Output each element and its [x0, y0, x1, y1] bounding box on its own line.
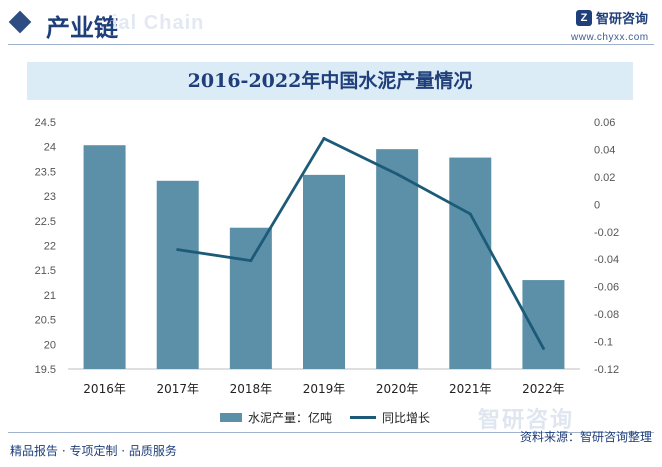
growth-line: [177, 137, 545, 350]
growth-point-2018年: [249, 259, 253, 263]
y-right-tick-label: -0.02: [594, 227, 619, 239]
growth-point-2020年: [395, 172, 399, 176]
chart-title: 2016-2022年中国水泥产量情况: [187, 70, 473, 92]
y-right-tick-label: -0.1: [594, 337, 613, 349]
logo-name: 智研咨询: [596, 12, 649, 27]
growth-point-2022年: [541, 346, 545, 350]
bar-2020年: [376, 149, 419, 369]
y-right-tick-label: -0.12: [594, 364, 619, 376]
footer-source: 资料来源：智研咨询整理: [519, 430, 652, 444]
y-right-tick-label: -0.08: [594, 309, 619, 321]
y-left-tick-label: 24: [44, 142, 56, 154]
y-right-tick-label: -0.06: [594, 282, 619, 294]
bar-2021年: [449, 157, 492, 369]
y-right-tick-label: 0.06: [594, 117, 615, 129]
bar-2016年: [83, 145, 126, 369]
growth-point-2021年: [468, 212, 472, 216]
x-tick-label: 2018年: [230, 382, 273, 396]
y-left-tick-label: 22: [44, 241, 56, 253]
footer-divider: [8, 432, 654, 433]
y-right-tick-label: 0.04: [594, 144, 615, 156]
x-tick-label: 2017年: [156, 382, 199, 396]
y-left-tick-label: 22.5: [35, 216, 56, 228]
legend-swatch-line: [350, 415, 377, 419]
brand-logo: Z 智研咨询 www.chyxx.com: [571, 8, 660, 46]
bar-2019年: [303, 174, 345, 369]
x-tick-label: 2021年: [449, 382, 492, 396]
y-left-tick-label: 23.5: [35, 166, 56, 178]
footer-slogan: 精品报告 · 专项定制 · 品质服务: [10, 444, 177, 458]
header-divider: [8, 44, 654, 45]
logo-mark-icon: Z: [576, 10, 592, 26]
header-watermark: ial Chain: [112, 12, 205, 34]
x-tick-label: 2022年: [522, 382, 565, 396]
y-left-tick-label: 21: [44, 290, 56, 302]
y-left-tick-label: 21.5: [35, 265, 56, 277]
y-right-tick-label: 0.02: [594, 172, 615, 184]
footer-watermark-logo: 智研咨询: [478, 408, 575, 433]
y-left-tick-label: 23: [44, 191, 56, 203]
legend-swatch-bar: [220, 412, 242, 422]
top-bar: 产业链 ial Chain Z 智研咨询 www.chyxx.com: [0, 0, 662, 46]
legend-label-production: 水泥产量：亿吨: [248, 410, 333, 425]
y-left-tick-label: 20: [44, 339, 56, 351]
chart-legend: 水泥产量：亿吨 同比增长: [220, 409, 430, 425]
bar-2018年: [229, 227, 272, 369]
y-right-tick-label: -0.04: [594, 254, 619, 266]
y-left-tick-label: 24.5: [35, 117, 56, 129]
y-left-tick-label: 19.5: [35, 364, 56, 376]
section-title: 产业链: [46, 14, 118, 42]
legend-label-growth: 同比增长: [382, 410, 431, 425]
y-left-tick-label: 20.5: [35, 315, 56, 327]
y-right-tick-label: 0: [594, 199, 600, 211]
growth-point-2019年: [322, 136, 326, 140]
x-tick-label: 2019年: [303, 382, 346, 396]
chart-title-band: 2016-2022年中国水泥产量情况: [27, 62, 633, 100]
growth-point-2017年: [176, 248, 180, 252]
x-tick-label: 2016年: [83, 382, 126, 396]
bar-2017年: [156, 180, 199, 369]
x-tick-label: 2020年: [376, 382, 419, 396]
logo-url: www.chyxx.com: [571, 32, 649, 43]
bar-2022年: [522, 280, 565, 369]
